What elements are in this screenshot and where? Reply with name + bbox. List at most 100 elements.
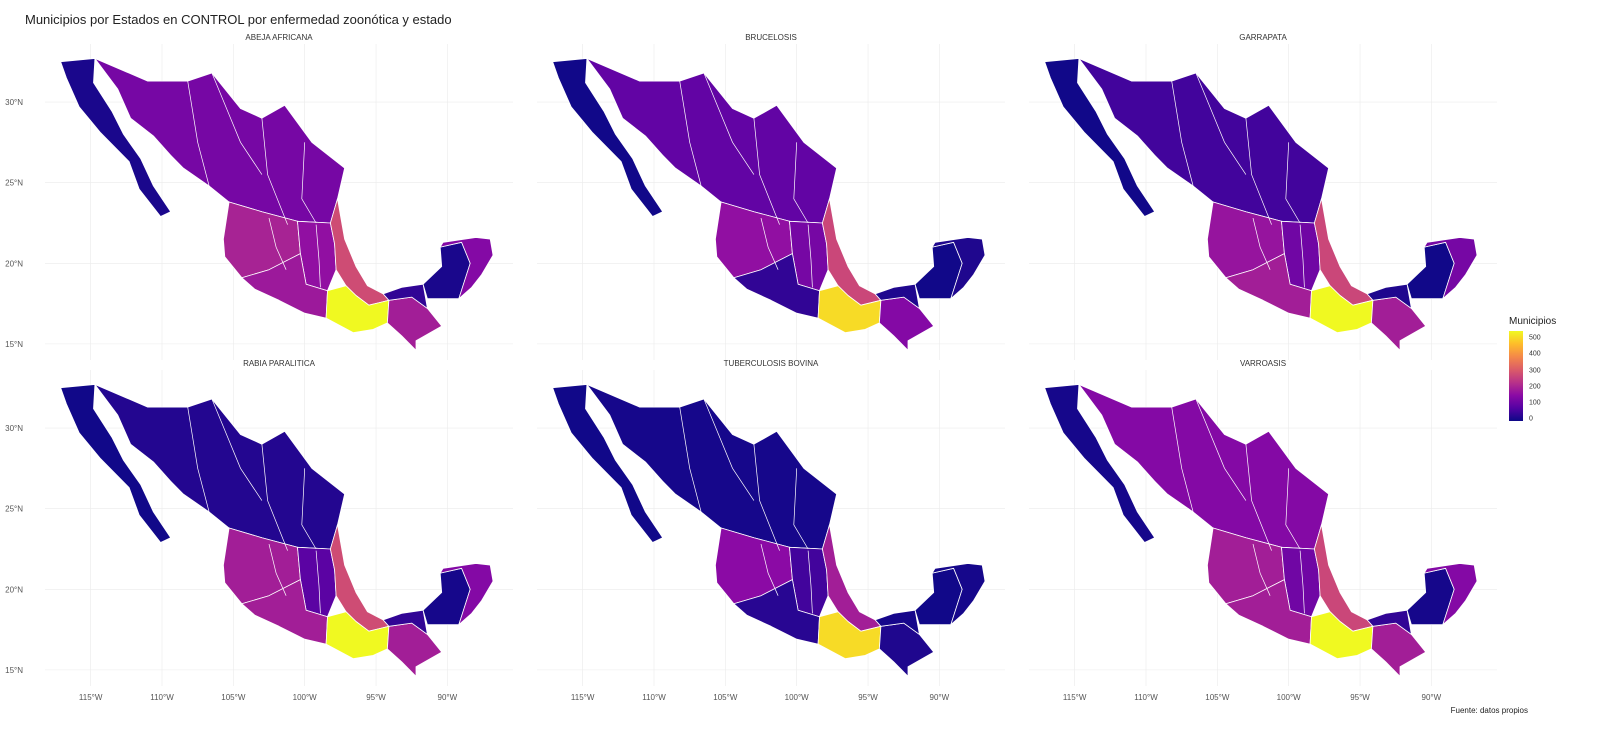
state-border (187, 81, 210, 186)
longitude-label: 100°W (293, 693, 318, 702)
longitude-label: 100°W (1277, 693, 1302, 702)
state-border (1299, 550, 1305, 614)
legend-title: Municipios (1509, 316, 1557, 327)
state-border (760, 218, 779, 270)
state-region-bc (1044, 58, 1155, 217)
panel-title: BRUCELOSIS (745, 33, 797, 42)
state-region-bc (1044, 384, 1155, 543)
legend-color-bar (1509, 331, 1523, 421)
state-region-yucatan (439, 563, 494, 626)
state-border (1285, 142, 1301, 224)
legend-tick: 400 (1529, 350, 1541, 358)
state-region-north (94, 384, 346, 550)
state-border (1245, 444, 1272, 551)
longitude-label: 115°W (79, 693, 103, 702)
longitude-label: 95°W (1350, 693, 1370, 702)
state-border (1299, 224, 1305, 288)
state-region-yucatan (931, 237, 986, 300)
legend-tick: 0 (1529, 415, 1533, 423)
state-border (807, 550, 813, 614)
latitude-label: 20°N (5, 585, 23, 594)
state-border (187, 407, 210, 512)
state-region-north (586, 384, 837, 550)
state-border (760, 544, 779, 596)
state-border (1245, 118, 1272, 225)
state-border (753, 444, 780, 551)
state-region-north (1078, 384, 1329, 550)
map-panel: TUBERCULOSIS BOVINA 115°W 110°W 105°W 100°W 9… (537, 359, 1005, 702)
state-border (211, 72, 263, 175)
state-region-tabasco (1366, 609, 1412, 635)
color-legend: Municipios 500 400 300 200 100 0 (1509, 316, 1557, 423)
map-panel: RABIA PARALITICA 30°N 25°N 20°N 15°N 115°W 110… (5, 359, 513, 702)
state-border (1171, 81, 1194, 186)
state-border (703, 398, 755, 501)
longitude-label: 115°W (571, 693, 595, 702)
state-region-bc (60, 58, 172, 217)
state-region-yucatan (439, 237, 494, 300)
latitude-label: 15°N (5, 340, 23, 349)
state-border (301, 142, 317, 224)
legend-tick: 200 (1529, 383, 1541, 391)
state-border (753, 118, 780, 225)
state-region-north (94, 58, 346, 224)
latitude-label: 20°N (5, 259, 23, 268)
state-region-north (586, 58, 837, 224)
latitude-label: 25°N (5, 505, 23, 514)
state-region-yucatan (931, 563, 986, 626)
state-border (1195, 398, 1247, 501)
longitude-label: 110°W (1134, 693, 1158, 702)
state-region-tabasco (874, 609, 920, 635)
panel-title: VARROASIS (1240, 359, 1286, 368)
state-border (261, 444, 288, 551)
state-border (1171, 407, 1194, 512)
longitude-label: 90°W (930, 693, 950, 702)
longitude-label: 110°W (150, 693, 174, 702)
map-panel: VARROASIS 115°W 110°W 105°W 100°W 95°W 90°W (1029, 359, 1497, 702)
panel-title: TUBERCULOSIS BOVINA (724, 359, 819, 368)
state-border (1285, 468, 1301, 550)
map-panel: BRUCELOSIS (537, 33, 1005, 360)
panel-title: ABEJA AFRICANA (245, 33, 313, 42)
state-region-tabasco (382, 283, 428, 309)
latitude-label: 30°N (5, 98, 23, 107)
state-border (1252, 218, 1271, 270)
latitude-label: 25°N (5, 179, 23, 188)
state-border (301, 468, 317, 550)
legend-ticks: 500 400 300 200 100 0 (1523, 331, 1553, 423)
state-region-bc (552, 58, 663, 217)
state-border (261, 118, 288, 225)
state-region-chiapas (1371, 622, 1427, 677)
state-border (268, 218, 287, 270)
legend-tick: 300 (1529, 367, 1541, 375)
state-region-yucatan (1423, 237, 1478, 300)
state-region-chiapas (879, 622, 935, 677)
state-region-tabasco (874, 283, 920, 309)
legend-tick: 100 (1529, 399, 1541, 407)
latitude-label: 15°N (5, 666, 23, 675)
legend-tick: 500 (1529, 334, 1541, 342)
longitude-label: 90°W (438, 693, 458, 702)
longitude-label: 105°W (713, 693, 738, 702)
longitude-label: 105°W (221, 693, 246, 702)
map-panel: ABEJA AFRICANA 30°N 25°N 20°N 15°N (5, 33, 513, 360)
state-region-north (1078, 58, 1329, 224)
state-region-chiapas (879, 296, 935, 351)
longitude-label: 100°W (785, 693, 810, 702)
longitude-label: 90°W (1422, 693, 1442, 702)
state-region-bc (60, 384, 172, 543)
state-border (793, 142, 809, 224)
state-border (703, 72, 755, 175)
longitude-label: 105°W (1205, 693, 1230, 702)
state-border (679, 81, 702, 186)
panel-title: GARRAPATA (1239, 33, 1287, 42)
state-region-bc (552, 384, 663, 543)
state-region-yucatan (1423, 563, 1478, 626)
state-region-tabasco (1366, 283, 1412, 309)
panel-title: RABIA PARALITICA (243, 359, 316, 368)
state-border (679, 407, 702, 512)
longitude-label: 115°W (1063, 693, 1087, 702)
state-region-tabasco (382, 609, 428, 635)
state-border (268, 544, 287, 596)
